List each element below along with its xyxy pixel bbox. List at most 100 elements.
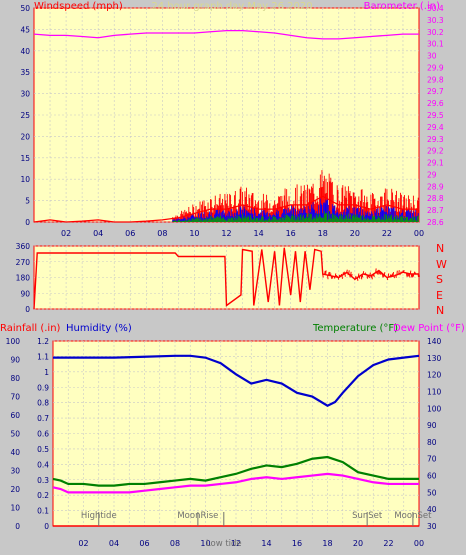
time-tick-label: 00 bbox=[414, 229, 424, 238]
time-tick-label: 04 bbox=[93, 229, 103, 238]
time-tick-label: 22 bbox=[382, 229, 392, 238]
rainfall-axis-label: Rainfall (.in) bbox=[0, 323, 61, 334]
time-tick-label: 16 bbox=[286, 229, 296, 238]
direction-letter-north-top: N bbox=[436, 242, 444, 255]
temperature-tick-label: 100 bbox=[427, 404, 442, 413]
temperature-tick-label: 70 bbox=[427, 455, 437, 464]
barometer-tick-label: 30.1 bbox=[427, 40, 444, 49]
humidity-tick-label: 90 bbox=[10, 356, 20, 365]
graph-title: 24 hour graph day May 26 2020 bbox=[151, 1, 312, 12]
temperature-tick-label: 40 bbox=[427, 505, 437, 514]
temperature-tick-label: 110 bbox=[427, 387, 442, 396]
barometer-tick-label: 28.6 bbox=[427, 218, 444, 227]
windspeed-line bbox=[33, 195, 419, 223]
windspeed-tick-label: 45 bbox=[20, 25, 30, 34]
rainfall-tick-label: 1.2 bbox=[37, 337, 49, 346]
windspeed-axis-label: Windspeed (mph) bbox=[34, 1, 123, 12]
direction-tick-label: 360 bbox=[16, 242, 31, 251]
barometer-tick-label: 29 bbox=[427, 170, 437, 179]
temperature-axis-label: Temperature (°F) bbox=[312, 323, 398, 334]
time-tick-label: 20 bbox=[353, 539, 363, 548]
barometer-tick-label: 29.2 bbox=[427, 147, 444, 156]
event-label: Low tide bbox=[206, 539, 242, 549]
humidity-tick-label: 40 bbox=[10, 448, 20, 457]
temperature-tick-label: 90 bbox=[427, 421, 437, 430]
temperature-tick-label: 30 bbox=[427, 522, 437, 531]
time-tick-label: 18 bbox=[322, 539, 332, 548]
direction-letter-north-bottom: N bbox=[436, 304, 444, 317]
barometer-tick-label: 30.3 bbox=[427, 16, 444, 25]
windspeed-tick-label: 40 bbox=[20, 47, 30, 56]
barometer-tick-label: 29.7 bbox=[427, 87, 444, 96]
humidity-tick-label: 20 bbox=[10, 485, 20, 494]
barometer-tick-label: 28.7 bbox=[427, 206, 444, 215]
time-tick-label: 18 bbox=[318, 229, 328, 238]
direction-letter-south: S bbox=[436, 273, 443, 286]
direction-tick-label: 0 bbox=[25, 305, 30, 314]
humidity-tick-label: 50 bbox=[10, 430, 20, 439]
barometer-line bbox=[33, 29, 419, 40]
barometer-tick-label: 29.5 bbox=[427, 111, 444, 120]
time-tick-label: 02 bbox=[78, 539, 88, 548]
windspeed-tick-label: 15 bbox=[20, 154, 30, 163]
dewpoint-axis-label: Dew Point (°F) bbox=[393, 323, 465, 334]
humidity-tick-label: 100 bbox=[6, 337, 21, 346]
barometer-tick-label: 29.6 bbox=[427, 99, 444, 108]
windspeed-tick-label: 0 bbox=[25, 218, 30, 227]
humidity-tick-label: 70 bbox=[10, 393, 20, 402]
barometer-tick-label: 30.2 bbox=[427, 28, 444, 37]
rainfall-tick-label: 0.9 bbox=[37, 383, 49, 392]
time-tick-label: 12 bbox=[221, 229, 231, 238]
direction-tick-label: 270 bbox=[16, 258, 31, 267]
rainfall-tick-label: 0.8 bbox=[37, 399, 49, 408]
temperature-tick-label: 120 bbox=[427, 371, 442, 380]
windspeed-tick-label: 20 bbox=[20, 132, 30, 141]
time-tick-label: 12 bbox=[231, 539, 241, 548]
windspeed-tick-label: 50 bbox=[20, 4, 30, 13]
time-tick-label: 00 bbox=[414, 539, 424, 548]
windspeed-tick-label: 30 bbox=[20, 90, 30, 99]
humidity-tick-label: 60 bbox=[10, 411, 20, 420]
barometer-tick-label: 30 bbox=[427, 52, 437, 61]
time-tick-label: 06 bbox=[139, 539, 149, 548]
barometer-tick-label: 28.9 bbox=[427, 182, 444, 191]
humidity-tick-label: 30 bbox=[10, 467, 20, 476]
humidity-line bbox=[53, 354, 420, 408]
time-tick-label: 06 bbox=[125, 229, 135, 238]
windspeed-tick-label: 5 bbox=[25, 197, 30, 206]
temperature-tick-label: 130 bbox=[427, 354, 442, 363]
rainfall-tick-label: 0 bbox=[44, 522, 49, 531]
event-label: SunSet bbox=[352, 511, 383, 521]
event-label: Hightide bbox=[81, 511, 117, 521]
windspeed-tick-label: 25 bbox=[20, 111, 30, 120]
time-tick-label: 10 bbox=[200, 539, 210, 548]
direction-tick-label: 180 bbox=[16, 274, 31, 283]
barometer-tick-label: 28.8 bbox=[427, 194, 444, 203]
time-tick-label: 14 bbox=[253, 229, 263, 238]
rainfall-tick-label: 0.5 bbox=[37, 445, 49, 454]
humidity-tick-label: 10 bbox=[10, 504, 20, 513]
rainfall-tick-label: 0.1 bbox=[37, 507, 49, 516]
data-series bbox=[33, 29, 420, 527]
barometer-axis-label: Barometer (.in) bbox=[364, 1, 440, 12]
barometer-tick-label: 29.3 bbox=[427, 135, 444, 144]
dewpoint-line bbox=[52, 472, 419, 494]
time-tick-label: 08 bbox=[157, 229, 167, 238]
temperature-tick-label: 50 bbox=[427, 488, 437, 497]
rainfall-tick-label: 0.6 bbox=[37, 430, 49, 439]
rainfall-tick-label: 1 bbox=[44, 368, 49, 377]
humidity-tick-label: 0 bbox=[15, 522, 20, 531]
rainfall-tick-label: 1.1 bbox=[37, 352, 49, 361]
rainfall-tick-label: 0.3 bbox=[37, 476, 49, 485]
barometer-tick-label: 30.4 bbox=[427, 4, 444, 13]
direction-tick-label: 90 bbox=[20, 289, 30, 298]
temperature-tick-label: 80 bbox=[427, 438, 437, 447]
barometer-tick-label: 29.8 bbox=[427, 75, 444, 84]
windspeed-tick-label: 35 bbox=[20, 68, 30, 77]
time-tick-label: 10 bbox=[189, 229, 199, 238]
rainfall-tick-label: 0.4 bbox=[37, 460, 49, 469]
rainfall-tick-label: 0.7 bbox=[37, 414, 49, 423]
time-tick-label: 14 bbox=[261, 539, 271, 548]
